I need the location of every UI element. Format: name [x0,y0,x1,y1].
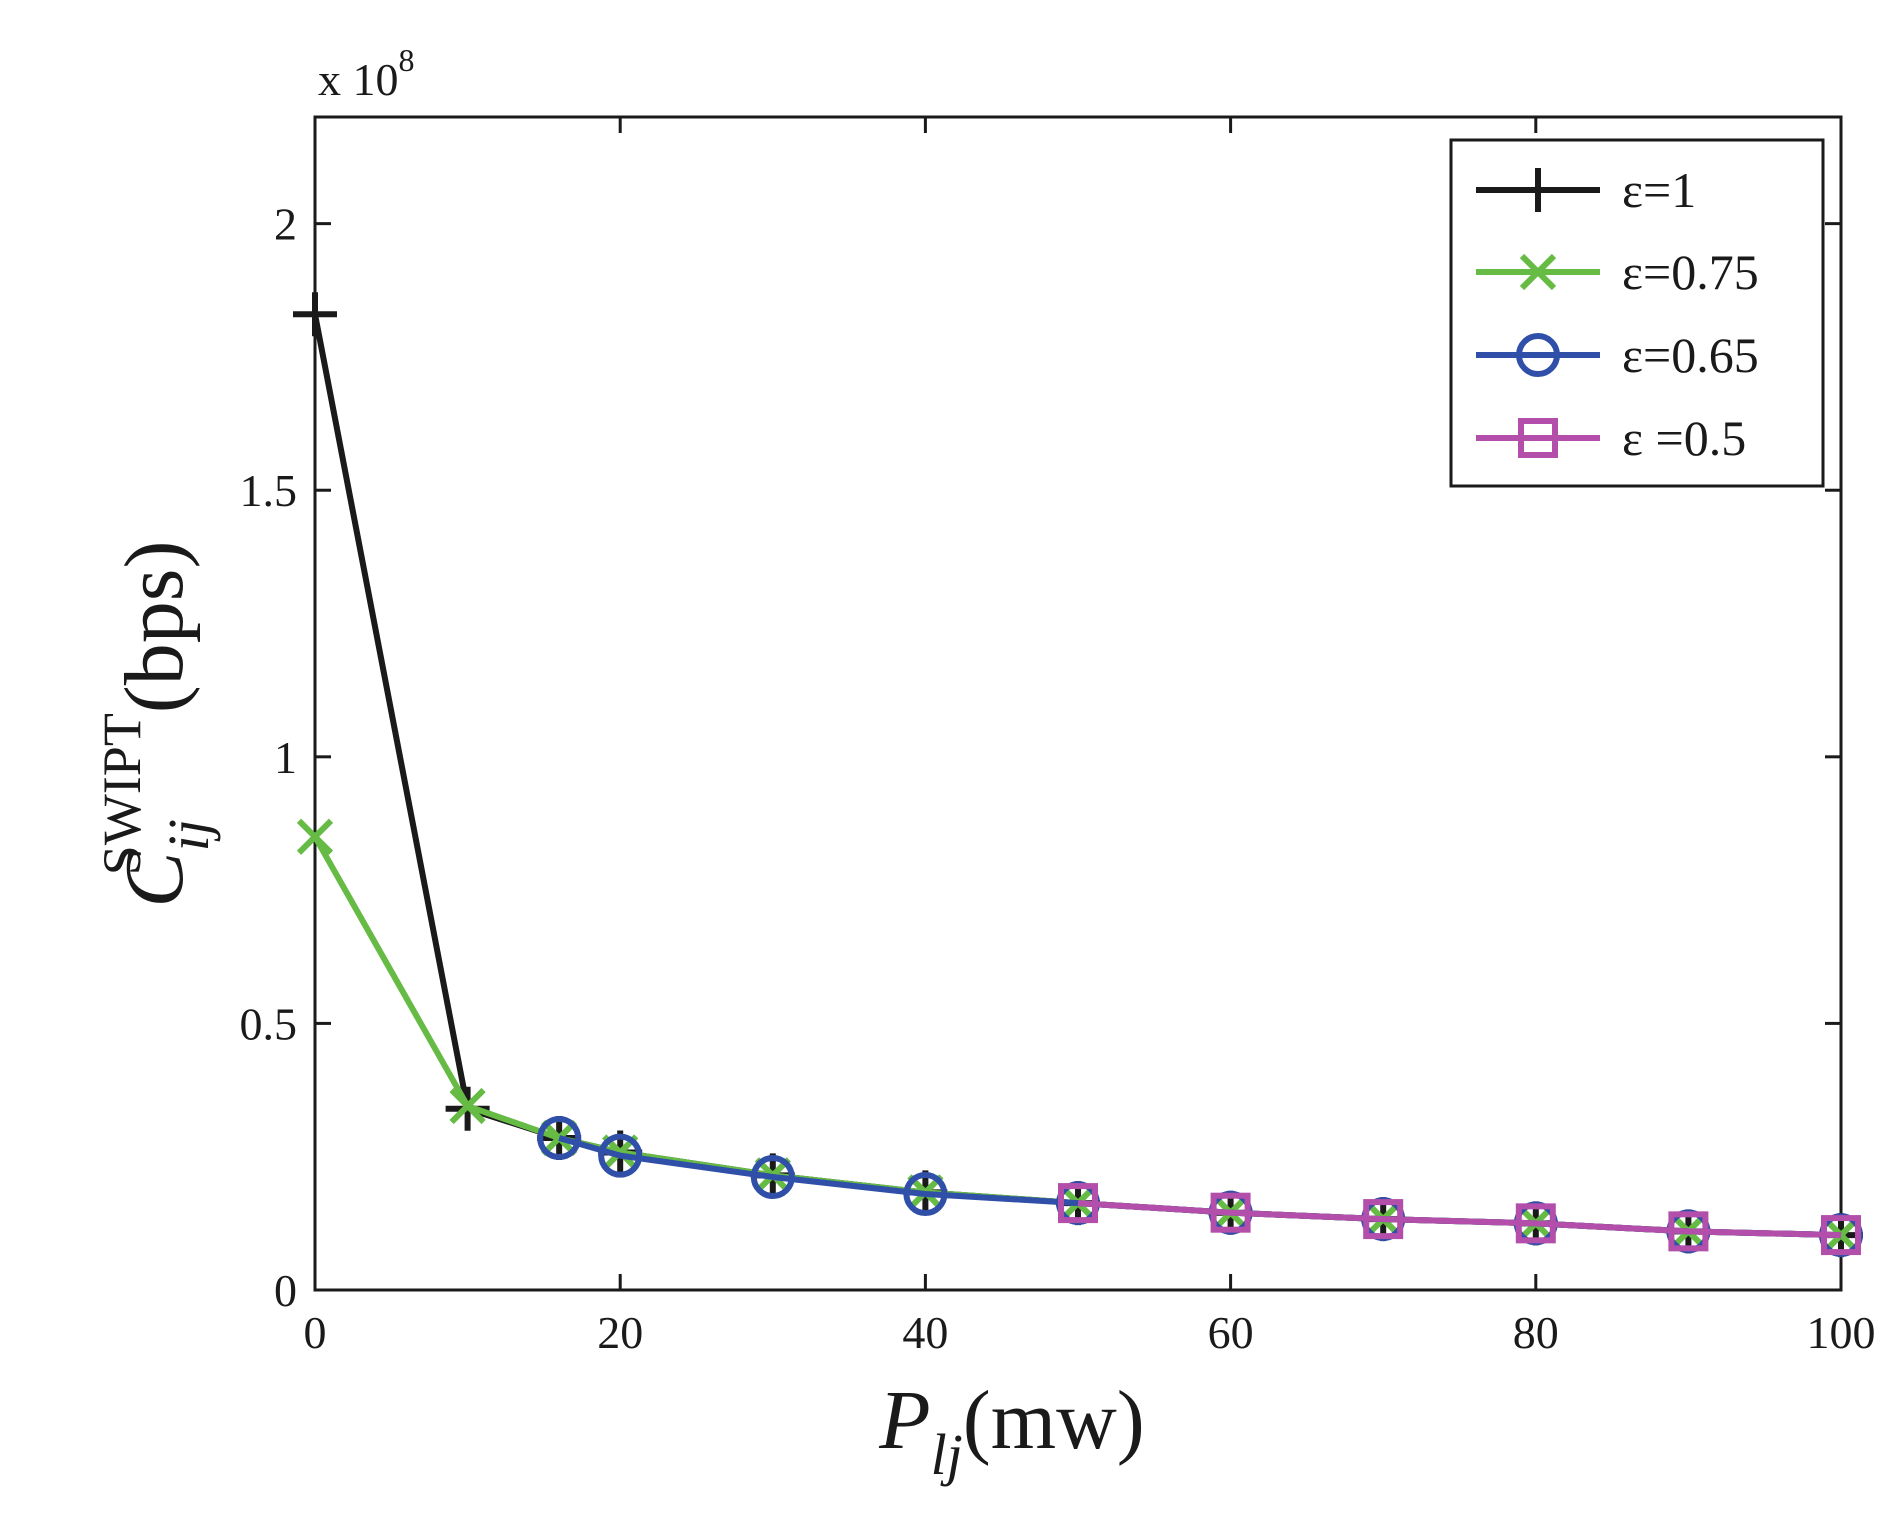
data-point [598,1133,643,1178]
data-point [293,292,337,337]
y-axis: 0 0.5 1 1.5 2 [240,199,1841,1316]
legend-entry: ε =0.5 [1476,410,1746,466]
y-tick-label: 0 [274,1265,297,1316]
y-axis-title: CijSWIPT(bps) [92,541,221,908]
x-tick-label: 80 [1513,1307,1559,1358]
data-point [1058,1183,1098,1224]
series-line [1077,1200,1842,1239]
y-tick-label: 1.5 [240,465,298,516]
legend-entry: ε=0.75 [1476,244,1759,300]
data-point [1210,1192,1251,1233]
data-point [903,1172,948,1217]
data-point [537,1116,582,1161]
data-point [750,1154,795,1199]
legend-swatch-marker [1516,333,1560,377]
legend-box [1449,138,1825,488]
x-axis: 0 20 40 60 80 100 [304,117,1876,1358]
x-tick-label: 40 [902,1307,948,1358]
plot-frame [313,115,1843,1292]
data-point [1821,1215,1861,1256]
marker-x-b [296,818,334,855]
legend-entry: ε=1 [1476,162,1696,218]
y-tick-label: 0.5 [240,998,298,1049]
y-tick-label: 2 [274,199,297,250]
marker-x-b [449,1087,486,1125]
legend-entry: ε=0.65 [1476,327,1759,383]
data-point [1515,1203,1556,1244]
series-layer [293,292,1863,1258]
x-axis-title: Plj(mw) [878,1374,1145,1487]
legend: ε=1 ε=0.75 ε=0.65 ε =0.5 [1449,138,1825,488]
y-tick-label: 1 [274,732,297,783]
legend-label: ε=1 [1622,162,1696,218]
series-3 [1058,1183,1861,1256]
x-tick-label: 20 [597,1307,643,1358]
legend-label: ε=0.65 [1622,327,1759,383]
data-point [296,818,334,855]
legend-label: ε =0.5 [1622,410,1746,466]
x-tick-label: 0 [304,1307,327,1358]
data-point [1668,1211,1709,1252]
legend-swatch-marker [1518,418,1558,458]
x-tick-label: 60 [1208,1307,1254,1358]
data-point [449,1087,486,1125]
legend-swatch-marker [1516,168,1560,212]
marker-x-b [1519,253,1557,291]
x-tick-label: 100 [1807,1307,1876,1358]
data-point [1363,1199,1404,1240]
plot-area [313,115,1843,1292]
exponent-label: x 108 [318,42,415,105]
legend-label: ε=0.75 [1622,244,1759,300]
legend-swatch-marker [1519,253,1557,291]
